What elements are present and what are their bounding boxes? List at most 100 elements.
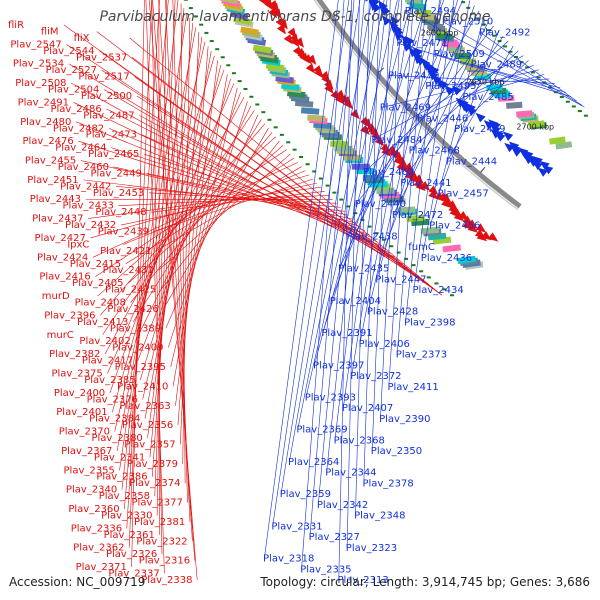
gene-label[interactable]: fliM	[41, 26, 59, 37]
gene-label[interactable]: Plav_2331	[271, 521, 322, 532]
gene-label[interactable]: Plav_2390	[379, 414, 430, 425]
gene-label[interactable]: Plav_2426	[107, 304, 158, 315]
gene-label[interactable]: Plav_2537	[76, 52, 127, 63]
gene-label[interactable]: Plav_2380	[91, 433, 142, 444]
gene-label[interactable]: Plav_2393	[305, 392, 356, 403]
gene-label[interactable]: Plav_2405	[72, 278, 123, 289]
gene-label[interactable]: Plav_2386	[96, 472, 147, 483]
gene-label[interactable]: Plav_2460	[58, 162, 109, 173]
gene-label[interactable]: Plav_2431	[103, 265, 154, 276]
gene-label[interactable]: Plav_2492	[479, 27, 530, 38]
gene-label[interactable]: Plav_2485	[462, 92, 513, 103]
gene-label[interactable]: Plav_2544	[43, 46, 94, 57]
gene-label[interactable]: Plav_2482	[53, 123, 104, 134]
gene-label[interactable]: Plav_2453	[93, 188, 144, 199]
gene-label[interactable]: Plav_2480	[20, 117, 71, 128]
gene-label[interactable]: Plav_2484	[371, 135, 422, 146]
gene-label[interactable]: Plav_2402	[79, 336, 130, 347]
gene-label[interactable]: Plav_2322	[136, 536, 187, 547]
gene-label[interactable]: Plav_2468	[409, 146, 460, 157]
gene-label[interactable]: Plav_2421	[100, 246, 151, 257]
gene-label[interactable]: Plav_2547	[10, 39, 61, 50]
gene-label[interactable]: Plav_2456	[429, 221, 480, 232]
gene-label[interactable]: murD	[42, 291, 70, 302]
gene-label[interactable]: Plav_2435	[338, 264, 389, 275]
gene-label[interactable]: Plav_2472	[392, 210, 443, 221]
gene-label[interactable]: Plav_2433	[63, 201, 114, 212]
gene-label[interactable]: Plav_2436	[421, 253, 472, 264]
gene-label[interactable]: Plav_2397	[313, 360, 364, 371]
gene-label[interactable]: Plav_2371	[76, 562, 127, 573]
gene-label[interactable]: Plav_2396	[44, 310, 95, 321]
gene-label[interactable]: Plav_2465	[88, 149, 139, 160]
gene-label[interactable]: Plav_2375	[51, 368, 102, 379]
gene-label[interactable]: Plav_2424	[37, 252, 88, 263]
gene-label[interactable]: Plav_2385	[84, 375, 135, 386]
gene-label[interactable]: Plav_2432	[65, 220, 116, 231]
gene-label[interactable]: Plav_2364	[288, 457, 339, 468]
gene-label[interactable]: Plav_2382	[49, 349, 100, 360]
gene-label[interactable]: Plav_2462	[363, 167, 414, 178]
gene-label[interactable]: Plav_2457	[437, 189, 488, 200]
gene-label[interactable]: Plav_2438	[346, 231, 397, 242]
gene-label[interactable]: Plav_2427	[35, 233, 86, 244]
gene-label[interactable]: Plav_2410	[117, 381, 168, 392]
gene-label[interactable]: Plav_2517	[78, 72, 129, 83]
gene-label[interactable]: Plav_2415	[70, 259, 121, 270]
gene-label[interactable]: Plav_2323	[346, 543, 397, 554]
gene-label[interactable]: Plav_2469	[380, 103, 431, 114]
gene-label[interactable]: Plav_2342	[317, 500, 368, 511]
gene-label[interactable]: Plav_2494	[405, 6, 456, 17]
gene-label[interactable]: Plav_2356	[122, 420, 173, 431]
gene-label[interactable]: Plav_2369	[296, 425, 347, 436]
gene-label[interactable]: fumC	[408, 242, 435, 253]
gene-label[interactable]: Plav_2376	[87, 394, 138, 405]
gene-label[interactable]: Plav_2487	[83, 110, 134, 121]
gene-label[interactable]: Plav_2330	[101, 510, 152, 521]
gene-label[interactable]: Plav_2443	[30, 194, 81, 205]
gene-label[interactable]: Plav_2341	[94, 452, 145, 463]
gene-label[interactable]: Plav_2389	[110, 323, 161, 334]
gene-label[interactable]: Plav_2327	[309, 532, 360, 543]
gene-label[interactable]: Plav_2527	[46, 65, 97, 76]
gene-label[interactable]: murC	[47, 330, 74, 341]
gene-label[interactable]: Plav_2455	[25, 156, 76, 167]
gene-label[interactable]: Plav_2486	[50, 104, 101, 115]
gene-label[interactable]: Plav_2408	[75, 298, 126, 309]
gene-label[interactable]: Plav_2409	[112, 343, 163, 354]
gene-label[interactable]: Plav_2444	[446, 156, 497, 167]
gene-label[interactable]: Plav_2391	[321, 328, 372, 339]
gene-label[interactable]: Plav_2451	[27, 175, 78, 186]
gene-label[interactable]: Plav_2442	[60, 181, 111, 192]
gene-label[interactable]: Plav_2495	[425, 81, 476, 92]
gene-label[interactable]: Plav_2413	[77, 317, 128, 328]
gene-label[interactable]: Plav_2534	[13, 59, 64, 70]
gene-label[interactable]: Plav_2471	[396, 38, 447, 49]
gene-label[interactable]: Plav_2398	[404, 317, 455, 328]
gene-label[interactable]: Plav_2362	[73, 543, 124, 554]
gene-label[interactable]: fliX	[74, 33, 90, 44]
gene-label[interactable]: Plav_2338	[141, 575, 192, 586]
gene-label[interactable]: Plav_2440	[355, 199, 406, 210]
gene-label[interactable]: Plav_2464	[55, 143, 106, 154]
gene-label[interactable]: Plav_2359	[280, 489, 331, 500]
gene-label[interactable]: Plav_2416	[39, 272, 90, 283]
gene-label[interactable]: Plav_2473	[86, 130, 137, 141]
gene-label[interactable]: Plav_2428	[367, 307, 418, 318]
gene-label[interactable]: Plav_2489	[471, 60, 522, 71]
gene-label[interactable]: Plav_2370	[59, 427, 110, 438]
gene-label[interactable]: Plav_2406	[359, 339, 410, 350]
gene-label[interactable]: Plav_2448	[95, 207, 146, 218]
gene-label[interactable]: Plav_2470	[388, 70, 439, 81]
gene-label[interactable]: Plav_2377	[132, 498, 183, 509]
gene-label[interactable]: Plav_2384	[89, 414, 140, 425]
gene-label[interactable]: Plav_2411	[387, 382, 438, 393]
gene-label[interactable]: Plav_2401	[56, 407, 107, 418]
gene-label[interactable]: Plav_2374	[129, 478, 180, 489]
gene-label[interactable]: Plav_2504	[48, 85, 99, 96]
gene-label[interactable]: Plav_2400	[54, 388, 105, 399]
gene-label[interactable]: Plav_2510	[442, 17, 493, 28]
gene-label[interactable]: Plav_2361	[104, 530, 155, 541]
gene-label[interactable]: Plav_2348	[354, 511, 405, 522]
gene-label[interactable]: Plav_2335	[300, 564, 351, 575]
